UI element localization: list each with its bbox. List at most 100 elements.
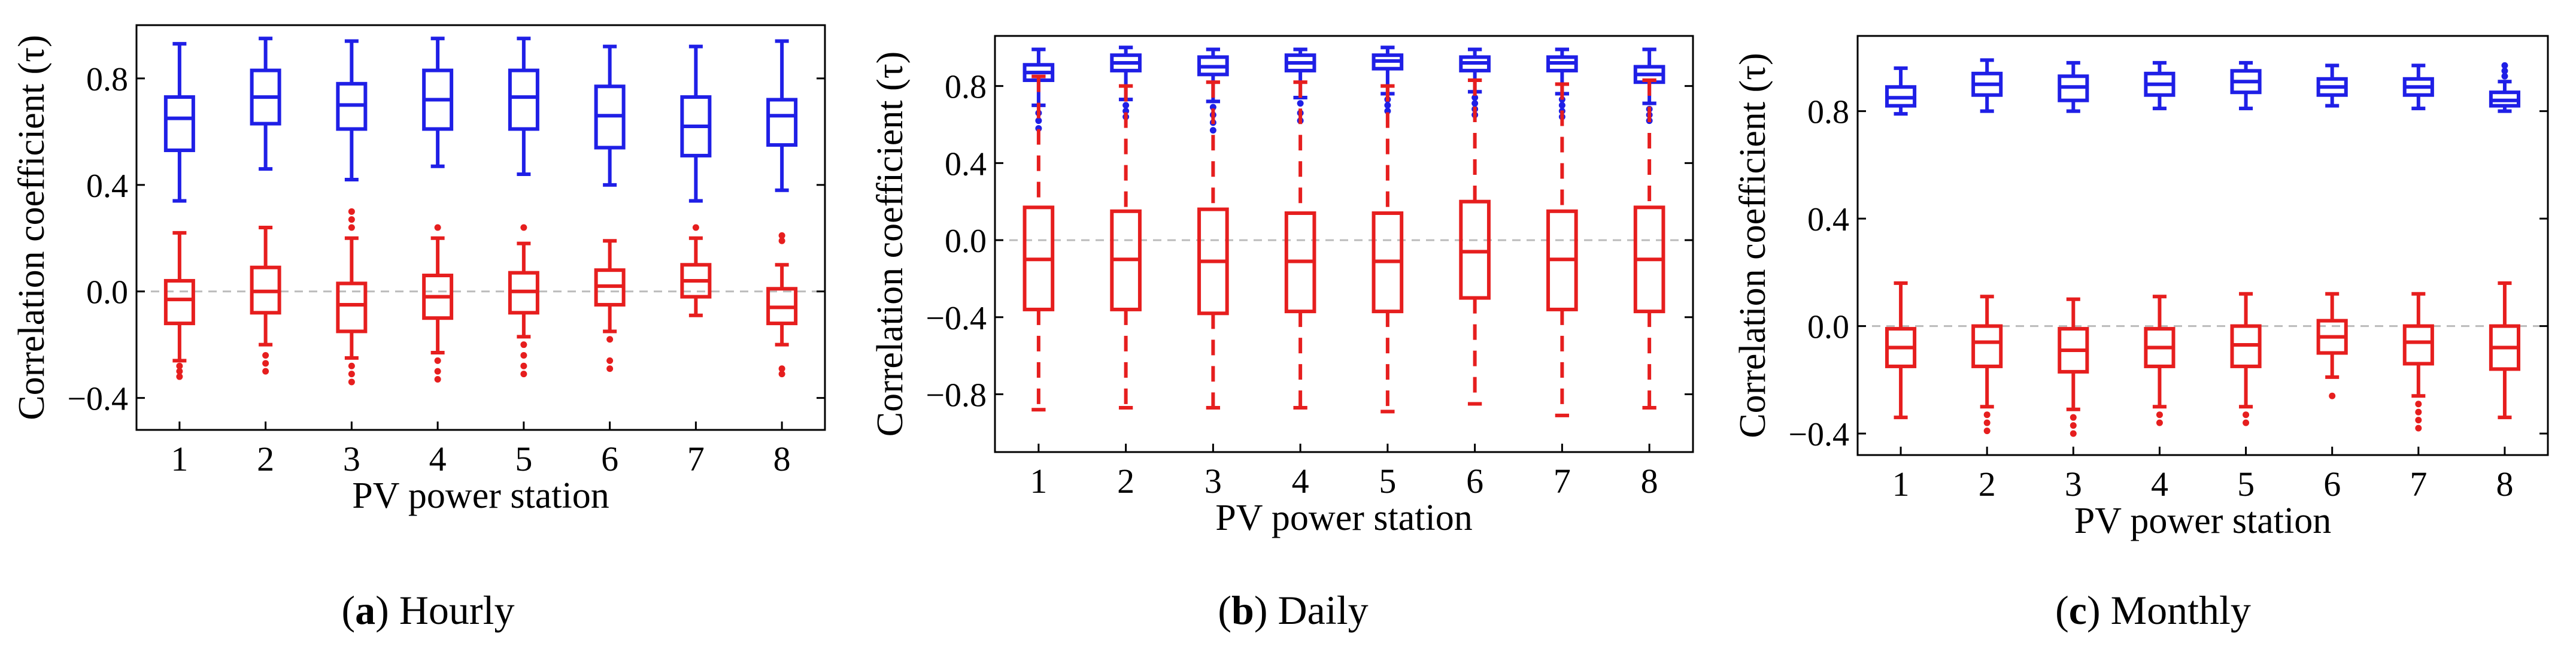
outlier-point: [2415, 425, 2422, 432]
box-blue-4: [2144, 60, 2176, 111]
box-red-2: [1110, 84, 1142, 410]
box-red-4: [2144, 295, 2176, 426]
box-blue-7: [680, 44, 712, 203]
y-tick-label: 0.8: [945, 69, 987, 106]
box-red-3: [336, 208, 368, 386]
outlier-point: [778, 237, 785, 244]
outlier-point: [434, 368, 441, 375]
box-red-7: [1546, 82, 1578, 417]
outlier-point: [1209, 127, 1216, 134]
outlier-point: [2501, 67, 2508, 74]
x-tick-label: 2: [1979, 465, 1996, 504]
y-axis-label: Correlation coefficient (τ): [1732, 53, 1773, 438]
caption-a: (a) Hourly: [341, 587, 515, 633]
x-tick-label: 7: [687, 439, 705, 478]
outlier-point: [1983, 419, 1991, 426]
x-tick-label: 8: [773, 439, 791, 478]
x-tick-label: 1: [1030, 462, 1047, 501]
box-blue-5: [2230, 60, 2262, 111]
box-blue-4: [422, 37, 454, 168]
plot-frame: [1856, 35, 2549, 456]
x-tick-label: 6: [1466, 462, 1483, 501]
y-tick-label: 0.0: [1807, 309, 1849, 346]
outlier-point: [348, 362, 355, 369]
box-iqr: [1971, 324, 2003, 368]
plot-frame: [994, 35, 1694, 453]
box-red-7: [2402, 292, 2434, 432]
x-tick-label: 3: [1204, 462, 1222, 501]
outlier-point: [348, 208, 355, 215]
outlier-point: [520, 351, 527, 359]
x-tick-label: 7: [2410, 465, 2427, 504]
outlier-point: [176, 373, 183, 380]
box-red-1: [163, 231, 195, 380]
box-blue-6: [2316, 63, 2348, 108]
outlier-point: [2156, 419, 2163, 426]
outlier-point: [434, 224, 441, 231]
box-red-4: [1284, 80, 1316, 410]
panel-b: −0.8 −0.4 0.0 0.4 0.8 1 2 3 4 5 6 7 8 PV power statio…: [870, 35, 1694, 538]
outlier-point: [520, 371, 527, 378]
outlier-point: [2243, 411, 2250, 419]
outlier-point: [434, 376, 441, 383]
panel-c: −0.4 0.0 0.4 0.8 1 2 3 4 5 6 7 8 PV power station Cor…: [1732, 35, 2549, 541]
x-tick-label: 7: [1554, 462, 1571, 501]
outlier-point: [692, 224, 699, 231]
y-tick-label: −0.4: [926, 300, 987, 337]
y-tick-label: −0.8: [926, 377, 987, 414]
outlier-point: [1384, 102, 1391, 109]
box-iqr: [1459, 199, 1491, 300]
y-tick-label: −0.4: [67, 381, 128, 418]
outlier-point: [606, 365, 614, 372]
box-blue-1: [163, 42, 195, 203]
outlier-point: [1471, 94, 1479, 101]
box-blue-3: [2058, 60, 2089, 113]
box-blue-1: [1885, 66, 1917, 116]
box-red-8: [2489, 281, 2520, 420]
outlier-point: [348, 371, 355, 378]
y-tick-label: 0.8: [86, 61, 128, 98]
outlier-point: [2415, 408, 2422, 416]
outlier-point: [2501, 62, 2508, 69]
box-iqr: [336, 281, 368, 334]
box-red-3: [2058, 297, 2089, 437]
outlier-point: [2501, 72, 2508, 80]
box-blue-7: [2402, 63, 2434, 111]
box-red-1: [1022, 74, 1055, 412]
x-tick-label: 3: [2065, 465, 2082, 504]
box-iqr: [2402, 324, 2434, 366]
box-red-5: [508, 224, 539, 378]
caption-b-letter: b: [1231, 587, 1254, 633]
y-tick-label: 0.0: [86, 274, 128, 311]
x-tick-label: 6: [601, 439, 618, 478]
box-blue-8: [2489, 62, 2520, 113]
y-tick-label: 0.0: [945, 223, 987, 260]
outlier-point: [606, 357, 614, 364]
x-tick-label: 1: [171, 439, 188, 478]
caption-c: (c) Monthly: [2055, 587, 2251, 633]
box-red-3: [1197, 80, 1229, 410]
caption-b-text: Daily: [1278, 587, 1369, 633]
caption-c-text: Monthly: [2110, 587, 2251, 633]
outlier-point: [434, 357, 441, 364]
outlier-point: [778, 365, 785, 372]
outlier-point: [262, 368, 269, 375]
x-tick-label: 3: [343, 439, 360, 478]
panel-a: −0.4 0.0 0.4 0.8 1 2 3 4 5 6 7 8 PV power station Cor…: [11, 24, 826, 516]
box-red-2: [250, 226, 281, 375]
outlier-point: [348, 216, 355, 223]
plot-frame: [135, 24, 826, 431]
outlier-point: [262, 360, 269, 367]
box-blue-2: [250, 37, 281, 171]
y-tick-label: 0.8: [1807, 94, 1849, 131]
box-red-8: [766, 232, 798, 378]
box-red-6: [1459, 78, 1491, 406]
caption-a-text: Hourly: [399, 587, 515, 633]
outlier-point: [520, 341, 527, 348]
caption-a-letter: a: [355, 587, 376, 633]
caption-c-letter: c: [2068, 587, 2087, 633]
box-red-8: [1633, 78, 1665, 410]
box-red-1: [1885, 281, 1917, 420]
